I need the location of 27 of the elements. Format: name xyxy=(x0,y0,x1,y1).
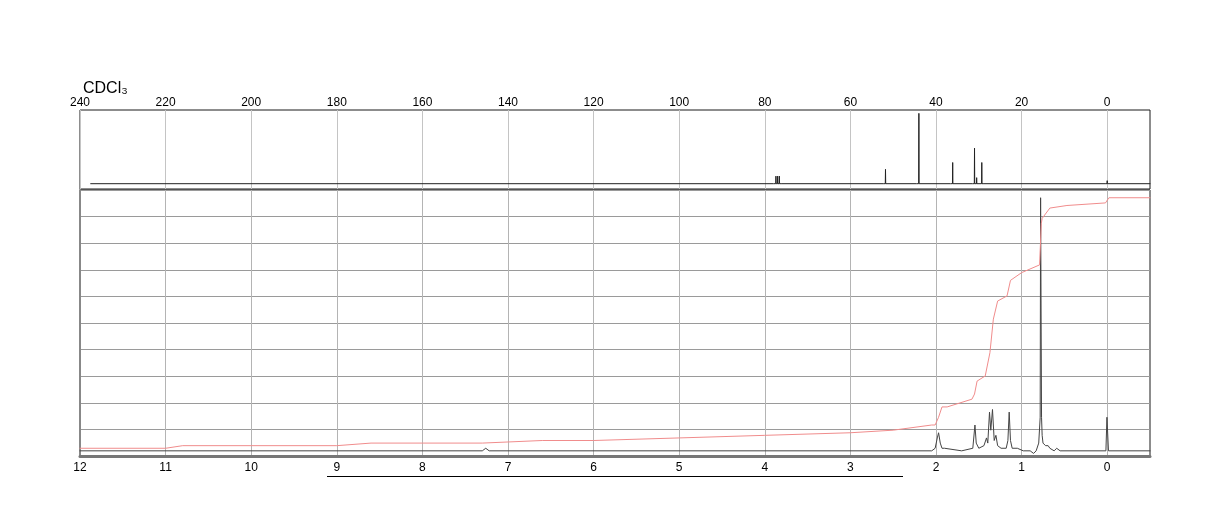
x-tick-label: 6 xyxy=(590,460,598,474)
x-tick-label: 3 xyxy=(847,460,855,474)
x-tick-label: 140 xyxy=(497,95,519,109)
x-tick-label: 12 xyxy=(73,460,87,474)
x-tick-label: 200 xyxy=(241,95,262,109)
x-tick-label: 1 xyxy=(1018,460,1026,474)
x-tick-label: 60 xyxy=(843,95,858,109)
x-tick-label: 100 xyxy=(669,95,690,109)
x-tick-label: 0 xyxy=(1103,95,1111,109)
x-tick-label: 0 xyxy=(1103,460,1111,474)
x-tick-label: 80 xyxy=(758,95,772,109)
x-tick-label: 4 xyxy=(761,460,769,474)
x-tick-label: 220 xyxy=(155,95,176,109)
x-tick-label: 160 xyxy=(412,95,433,109)
x-tick-label: 5 xyxy=(675,460,683,474)
x-tick-label: 11 xyxy=(159,460,173,474)
x-tick-label: 8 xyxy=(419,460,427,474)
x-tick-label: 9 xyxy=(333,460,341,474)
chart-title: CDCl₃ xyxy=(83,78,128,96)
x-tick-label: 120 xyxy=(583,95,604,109)
x-tick-label: 240 xyxy=(69,95,91,109)
x-tick-label: 20 xyxy=(1014,95,1029,109)
x-tick-label: 180 xyxy=(326,95,348,109)
x-tick-label: 7 xyxy=(504,460,512,474)
x-tick-label: 2 xyxy=(932,460,940,474)
x-tick-label: 40 xyxy=(929,95,943,109)
x-tick-label: 10 xyxy=(244,460,259,474)
